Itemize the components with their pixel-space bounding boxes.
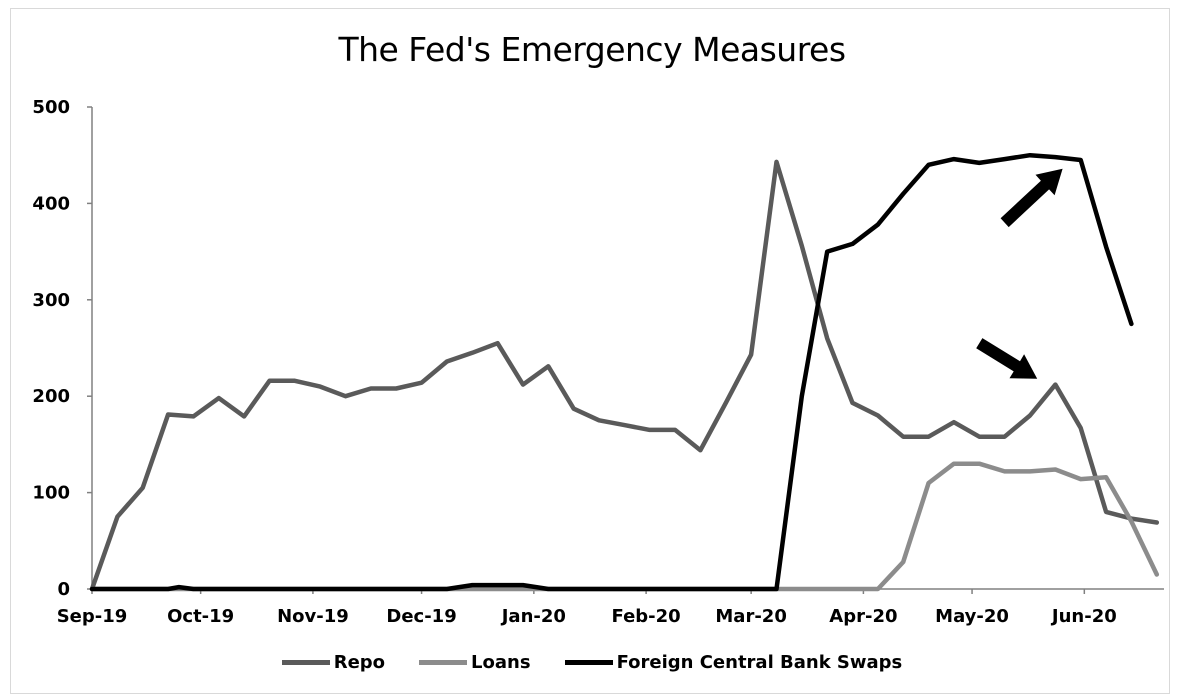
annotation-arrows <box>976 168 1063 379</box>
legend-label: Repo <box>333 652 386 673</box>
y-tick-label: 100 <box>32 483 70 504</box>
series-line-foreign-central-bank-swaps <box>89 152 1134 592</box>
series-lines <box>89 152 1160 592</box>
legend-swatch <box>281 660 330 665</box>
x-tick-label: Nov-19 <box>277 606 349 627</box>
x-tick-label: Jan-20 <box>500 606 566 627</box>
chart-frame <box>10 8 1170 694</box>
legend-item: Repo <box>281 652 386 673</box>
x-tick-label: Jun-20 <box>1050 606 1117 627</box>
series-line-loans <box>89 461 1160 592</box>
x-tick-label: Feb-20 <box>612 606 681 627</box>
legend-label: Foreign Central Bank Swaps <box>616 652 903 673</box>
x-tick-label: Mar-20 <box>715 606 786 627</box>
x-tick-label: Oct-19 <box>167 606 234 627</box>
annotation-arrow <box>1000 168 1063 228</box>
series-line-repo <box>89 159 1160 592</box>
chart-legend: Repo Loans Foreign Central Bank Swaps <box>0 652 1184 673</box>
y-tick-label: 500 <box>32 97 70 118</box>
legend-swatch <box>564 660 613 665</box>
x-tick-label: Sep-19 <box>57 606 128 627</box>
legend-item: Foreign Central Bank Swaps <box>564 652 903 673</box>
x-tick-label: Dec-19 <box>386 606 456 627</box>
x-tick-label: May-20 <box>935 606 1009 627</box>
y-tick-label: 400 <box>32 193 70 214</box>
axes: 0 100 200 300 400 500 Sep-19 Oct-19 Nov-19 Dec-19… <box>32 97 1164 627</box>
legend-item: Loans <box>419 652 531 673</box>
annotation-arrow <box>976 338 1038 379</box>
y-tick-label: 200 <box>32 386 70 407</box>
y-tick-label: 300 <box>32 290 70 311</box>
legend-swatch <box>419 660 468 665</box>
x-tick-label: Apr-20 <box>829 606 897 627</box>
chart-title: The Fed's Emergency Measures <box>338 30 846 69</box>
legend-label: Loans <box>471 652 531 673</box>
y-tick-label: 0 <box>57 579 70 600</box>
